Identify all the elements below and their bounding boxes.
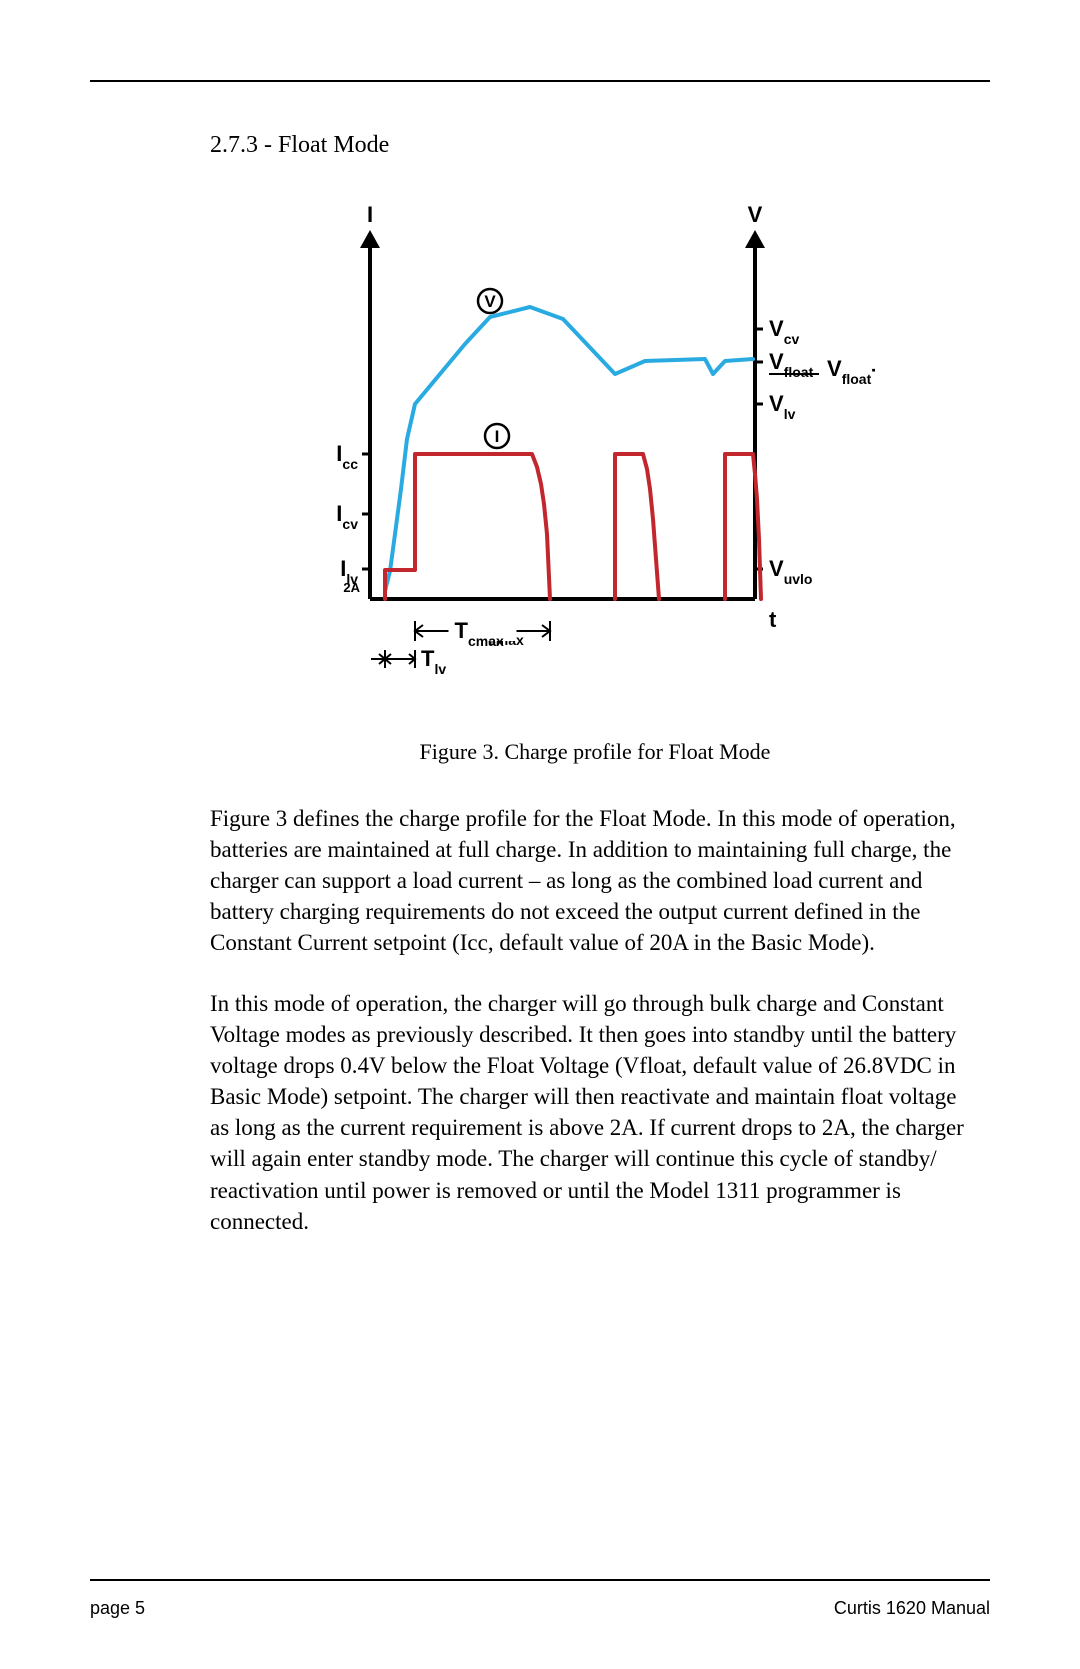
svg-text:Vfloat: Vfloat <box>769 349 814 380</box>
bottom-rule <box>90 1579 990 1581</box>
paragraph-1: Figure 3 defines the charge profile for … <box>210 803 980 958</box>
svg-text:Vlv: Vlv <box>769 391 796 422</box>
footer: page 5 Curtis 1620 Manual <box>90 1598 990 1619</box>
footer-page-number: page 5 <box>90 1598 145 1619</box>
svg-text:V: V <box>484 292 496 311</box>
content-area: 2.7.3 - Float Mode IVtIccIcvIlv2AVcvVflo… <box>210 132 980 1237</box>
figure-float-mode-chart: IVtIccIcvIlv2AVcvVfloatVfloat-0.4VVlvVuv… <box>315 199 875 719</box>
svg-text:Icc: Icc <box>336 441 358 472</box>
svg-text:I: I <box>495 427 500 446</box>
svg-text:t: t <box>769 607 777 632</box>
svg-text:Vuvlo: Vuvlo <box>769 556 812 587</box>
figure-caption: Figure 3. Charge profile for Float Mode <box>210 739 980 765</box>
svg-text:Icv: Icv <box>336 501 358 532</box>
section-heading: 2.7.3 - Float Mode <box>210 132 980 159</box>
page: 2.7.3 - Float Mode IVtIccIcvIlv2AVcvVflo… <box>0 0 1080 1669</box>
svg-text:I: I <box>367 202 373 227</box>
top-rule <box>90 80 990 82</box>
svg-text:Tlv: Tlv <box>421 646 446 677</box>
footer-manual-title: Curtis 1620 Manual <box>834 1598 990 1619</box>
svg-text:V: V <box>748 202 763 227</box>
svg-text:Vcv: Vcv <box>769 316 799 347</box>
paragraph-2: In this mode of operation, the charger w… <box>210 988 980 1236</box>
svg-text:Vfloat-0.4V: Vfloat-0.4V <box>827 356 875 387</box>
chart-svg: IVtIccIcvIlv2AVcvVfloatVfloat-0.4VVlvVuv… <box>315 199 875 719</box>
svg-text:2A: 2A <box>343 580 360 595</box>
